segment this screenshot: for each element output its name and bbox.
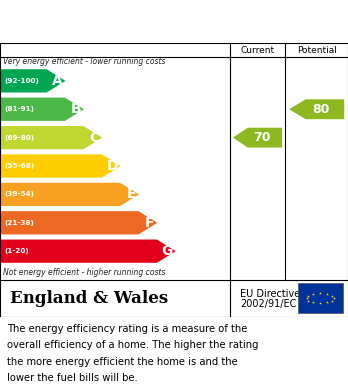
Text: (39-54): (39-54) [4, 192, 34, 197]
Text: overall efficiency of a home. The higher the rating: overall efficiency of a home. The higher… [7, 341, 259, 350]
Text: G: G [161, 244, 173, 258]
Text: the more energy efficient the home is and the: the more energy efficient the home is an… [7, 357, 238, 367]
Bar [298, 283, 343, 313]
Text: 80: 80 [313, 103, 330, 116]
Polygon shape [0, 154, 121, 178]
Text: Very energy efficient - lower running costs: Very energy efficient - lower running co… [3, 57, 166, 66]
Text: (21-38): (21-38) [4, 220, 34, 226]
Polygon shape [0, 69, 65, 93]
Text: B: B [70, 102, 81, 116]
Polygon shape [0, 240, 176, 263]
Text: A: A [52, 74, 63, 88]
Text: Energy Efficiency Rating: Energy Efficiency Rating [14, 14, 235, 29]
Polygon shape [0, 126, 102, 149]
Text: (1-20): (1-20) [4, 248, 29, 254]
Polygon shape [233, 128, 282, 147]
Text: (92-100): (92-100) [4, 78, 39, 84]
Text: 2002/91/EC: 2002/91/EC [240, 299, 296, 309]
Polygon shape [0, 98, 84, 121]
Text: England & Wales: England & Wales [10, 290, 168, 307]
Text: C: C [89, 131, 100, 145]
Text: (69-80): (69-80) [4, 135, 34, 141]
Text: (55-68): (55-68) [4, 163, 34, 169]
Text: 70: 70 [253, 131, 270, 144]
Polygon shape [0, 183, 139, 206]
Polygon shape [289, 99, 344, 119]
Polygon shape [0, 211, 157, 235]
Text: EU Directive: EU Directive [240, 289, 300, 299]
Text: lower the fuel bills will be.: lower the fuel bills will be. [7, 373, 138, 383]
Text: Current: Current [240, 46, 275, 55]
Text: E: E [127, 187, 136, 201]
Text: F: F [145, 216, 155, 230]
Text: The energy efficiency rating is a measure of the: The energy efficiency rating is a measur… [7, 324, 247, 334]
Text: D: D [106, 159, 118, 173]
Text: Potential: Potential [297, 46, 337, 55]
Text: Not energy efficient - higher running costs: Not energy efficient - higher running co… [3, 268, 166, 277]
Text: (81-91): (81-91) [4, 106, 34, 112]
